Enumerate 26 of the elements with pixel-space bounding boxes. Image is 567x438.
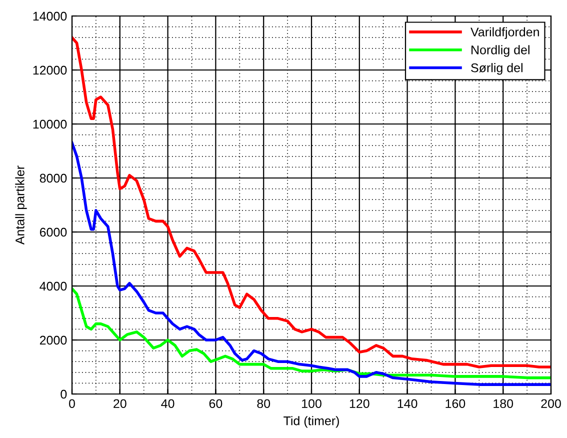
line-series xyxy=(72,287,551,380)
x-axis-title: Tid (timer) xyxy=(284,416,339,428)
y-tick-label: 10000 xyxy=(33,120,67,129)
y-tick-label: 14000 xyxy=(33,12,67,21)
x-tick-label: 200 xyxy=(541,399,561,408)
legend-label: Sørlig del xyxy=(471,63,522,75)
line-series xyxy=(72,142,551,386)
y-tick-label: 2000 xyxy=(40,336,67,345)
y-axis-title: Antall partikler xyxy=(15,166,27,245)
x-tick-label: 80 xyxy=(257,399,270,408)
x-tick-label: 120 xyxy=(350,399,370,408)
y-tick-label: 0 xyxy=(60,390,67,399)
x-tick-label: 40 xyxy=(161,399,174,408)
x-tick-label: 0 xyxy=(69,399,75,408)
y-tick-label: 6000 xyxy=(40,228,67,237)
legend-label: Varildfjorden xyxy=(470,27,539,39)
y-tick-label: 8000 xyxy=(40,174,67,183)
y-tick-label: 12000 xyxy=(33,66,67,75)
x-tick-label: 180 xyxy=(494,399,514,408)
legend-label: Nordlig del xyxy=(472,45,530,57)
y-tick-label: 4000 xyxy=(40,282,67,291)
x-tick-label: 20 xyxy=(114,399,126,408)
x-tick-label: 60 xyxy=(209,399,222,408)
x-tick-label: 160 xyxy=(446,399,466,408)
x-tick-label: 100 xyxy=(302,399,322,408)
x-tick-label: 140 xyxy=(398,399,418,408)
